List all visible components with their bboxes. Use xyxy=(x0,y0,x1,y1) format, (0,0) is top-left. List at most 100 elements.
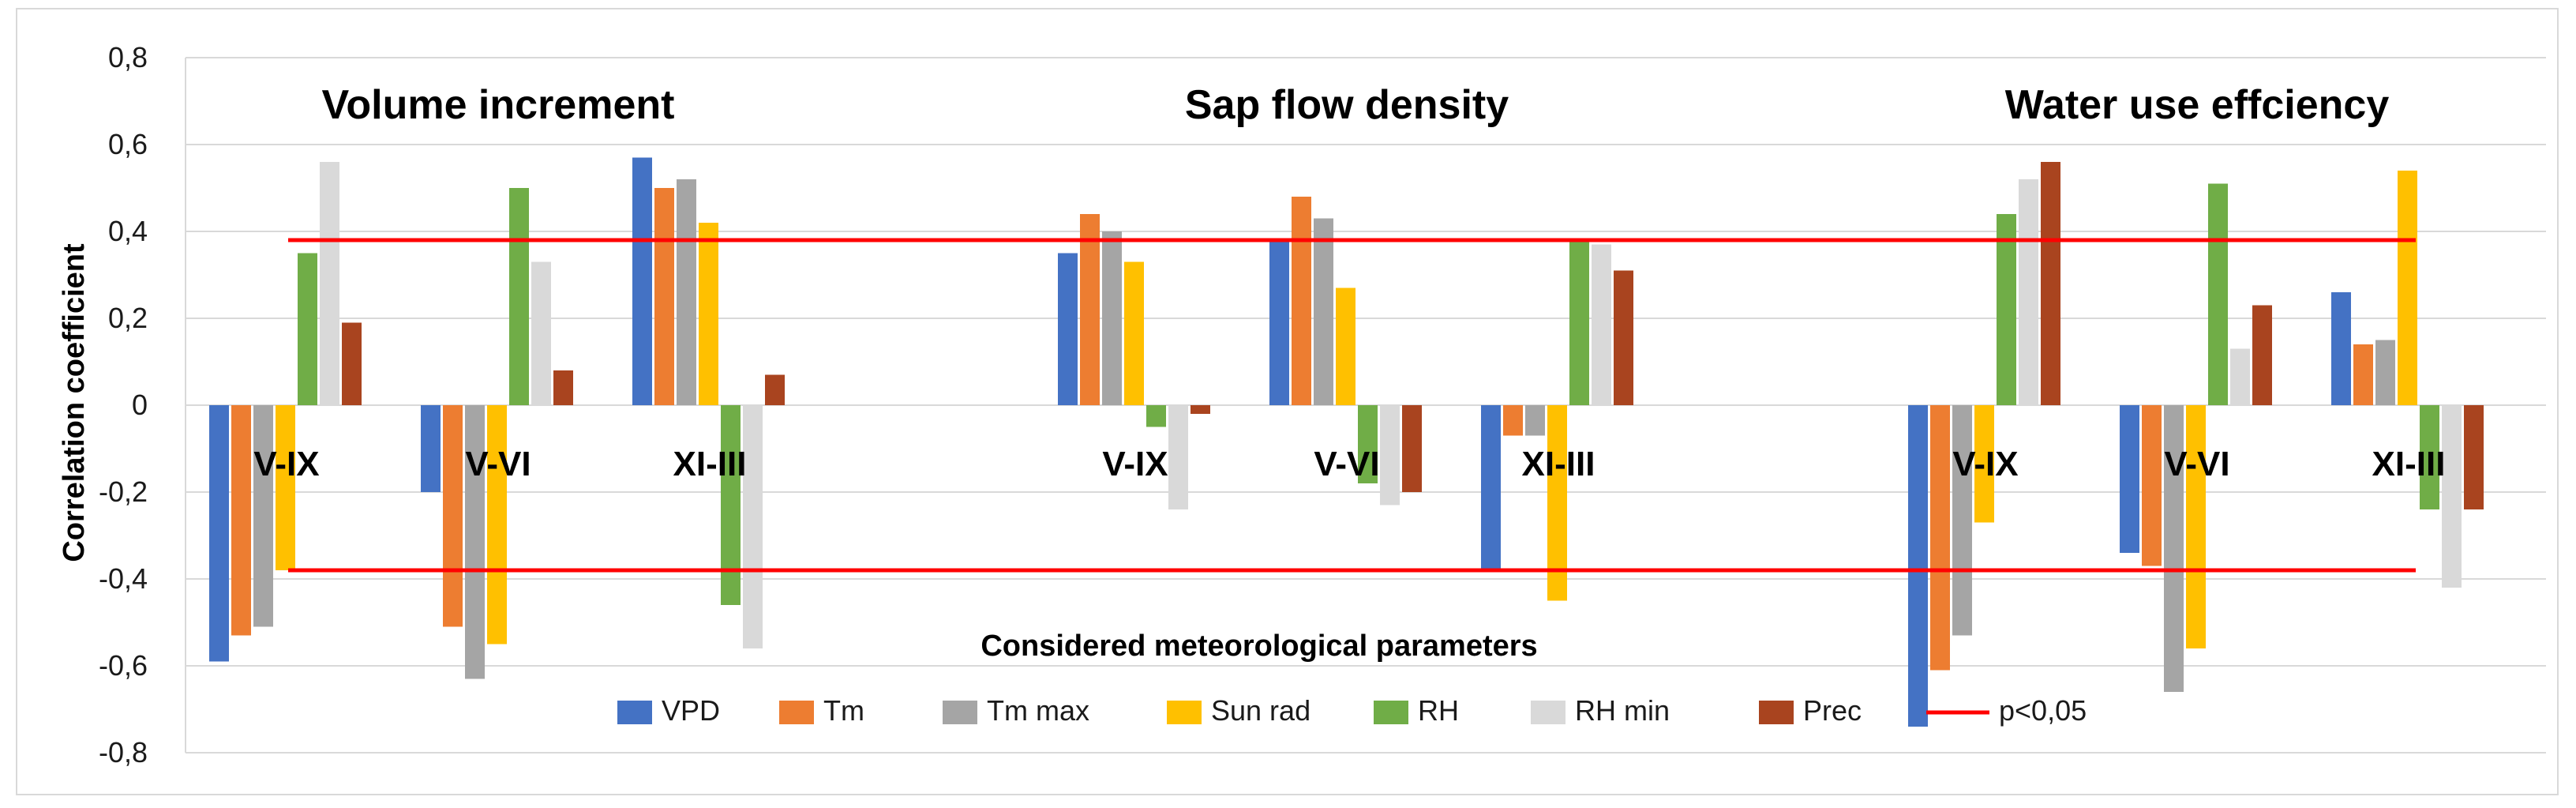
period-label: V-IX xyxy=(1952,445,2018,483)
legend-label: Sun rad xyxy=(1211,694,1310,727)
legend-label: Prec xyxy=(1803,694,1862,727)
bar xyxy=(1080,214,1100,405)
legend-swatch xyxy=(617,701,652,724)
y-tick-label: 0,8 xyxy=(108,41,148,73)
bar xyxy=(1592,244,1611,405)
period-label: V-VI xyxy=(465,445,531,483)
legend-label: RH xyxy=(1418,694,1459,727)
bar xyxy=(2398,171,2417,405)
bar xyxy=(765,374,785,405)
y-tick-label: 0,6 xyxy=(108,128,148,160)
bar xyxy=(2230,348,2250,405)
group-title: Volume increment xyxy=(322,82,675,128)
bar xyxy=(487,405,507,645)
bar xyxy=(743,405,763,648)
legend-label: Tm xyxy=(823,694,864,727)
significance-lines xyxy=(288,238,2416,573)
bar xyxy=(1525,405,1545,436)
bar xyxy=(1380,405,1400,505)
group-title: Water use effciency xyxy=(2005,82,2390,128)
bar xyxy=(2252,305,2272,405)
bar xyxy=(443,405,463,627)
bar xyxy=(2164,405,2184,692)
bar xyxy=(209,405,229,662)
bar xyxy=(253,405,273,627)
bar xyxy=(1358,405,1378,483)
bar xyxy=(1997,214,2016,405)
bar xyxy=(699,223,718,405)
bar xyxy=(2208,183,2228,405)
y-tick-label: -0,4 xyxy=(99,562,148,595)
bar xyxy=(677,179,696,405)
chart-frame xyxy=(16,8,2559,795)
bar xyxy=(1124,261,1144,405)
bar xyxy=(2331,292,2351,405)
legend: VPD Tm Tm max Sun rad RH RH min Prec p<0,05 xyxy=(617,694,2087,727)
bar xyxy=(2464,405,2484,509)
period-label: XI-III xyxy=(673,445,747,483)
bar xyxy=(509,188,529,405)
period-label: XI-III xyxy=(2372,445,2446,483)
y-tick-labels: -0,8 -0,6 -0,4 -0,2 0 0,2 0,4 0,6 0,8 xyxy=(99,41,148,769)
y-axis-title: Correlation coefficient xyxy=(58,243,91,562)
legend-swatch xyxy=(1374,701,1408,724)
bar xyxy=(2142,405,2162,566)
bar xyxy=(1102,231,1122,405)
period-label: V-VI xyxy=(1314,445,1379,483)
bar xyxy=(2353,344,2373,405)
legend-label: RH min xyxy=(1575,694,1670,727)
bar xyxy=(1547,405,1567,601)
period-label: V-IX xyxy=(1102,445,1168,483)
bar xyxy=(721,405,741,605)
bar xyxy=(2375,340,2395,405)
bar xyxy=(2442,405,2462,588)
group-title: Sap flow density xyxy=(1185,82,1509,128)
legend-label: p<0,05 xyxy=(1999,694,2087,727)
bar xyxy=(421,405,441,492)
bar xyxy=(298,253,317,405)
bar xyxy=(231,405,251,636)
y-tick-label: 0,4 xyxy=(108,215,148,247)
bar xyxy=(465,405,485,679)
legend-swatch xyxy=(779,701,814,724)
bar xyxy=(276,405,295,570)
legend-swatch xyxy=(943,701,977,724)
group-labels: Volume increment V-IX V-VI XI-III Sap flow d… xyxy=(253,82,2445,483)
bar xyxy=(632,157,652,405)
bar xyxy=(2120,405,2139,553)
y-tick-label: -0,8 xyxy=(99,736,148,769)
bar xyxy=(1336,287,1355,405)
period-label: XI-III xyxy=(1522,445,1595,483)
bar xyxy=(1058,253,1078,405)
bar xyxy=(1146,405,1166,427)
y-tick-label: -0,6 xyxy=(99,649,148,682)
bar xyxy=(1908,405,1928,727)
x-axis-title: Considered meteorological parameters xyxy=(981,629,1537,663)
bar xyxy=(2186,405,2206,648)
y-tick-label: 0 xyxy=(132,389,148,421)
period-label: V-VI xyxy=(2164,445,2229,483)
bar xyxy=(1569,240,1589,405)
bar xyxy=(1481,405,1501,570)
legend-swatch xyxy=(1531,701,1565,724)
period-label: V-IX xyxy=(253,445,319,483)
bar xyxy=(553,370,573,405)
bar xyxy=(1168,405,1188,509)
bar xyxy=(1314,218,1333,405)
legend-label: VPD xyxy=(662,694,720,727)
y-tick-label: 0,2 xyxy=(108,302,148,334)
bar xyxy=(1974,405,1994,523)
bar xyxy=(1292,197,1311,405)
bar xyxy=(531,261,551,405)
bar xyxy=(1614,270,1633,405)
legend-label: Tm max xyxy=(987,694,1089,727)
legend-swatch xyxy=(1759,701,1794,724)
bar xyxy=(1191,405,1210,414)
y-tick-label: -0,2 xyxy=(99,475,148,508)
bar xyxy=(1503,405,1523,436)
legend-swatch xyxy=(1167,701,1202,724)
bar xyxy=(654,188,674,405)
bar xyxy=(1930,405,1950,671)
bar xyxy=(2041,162,2060,405)
